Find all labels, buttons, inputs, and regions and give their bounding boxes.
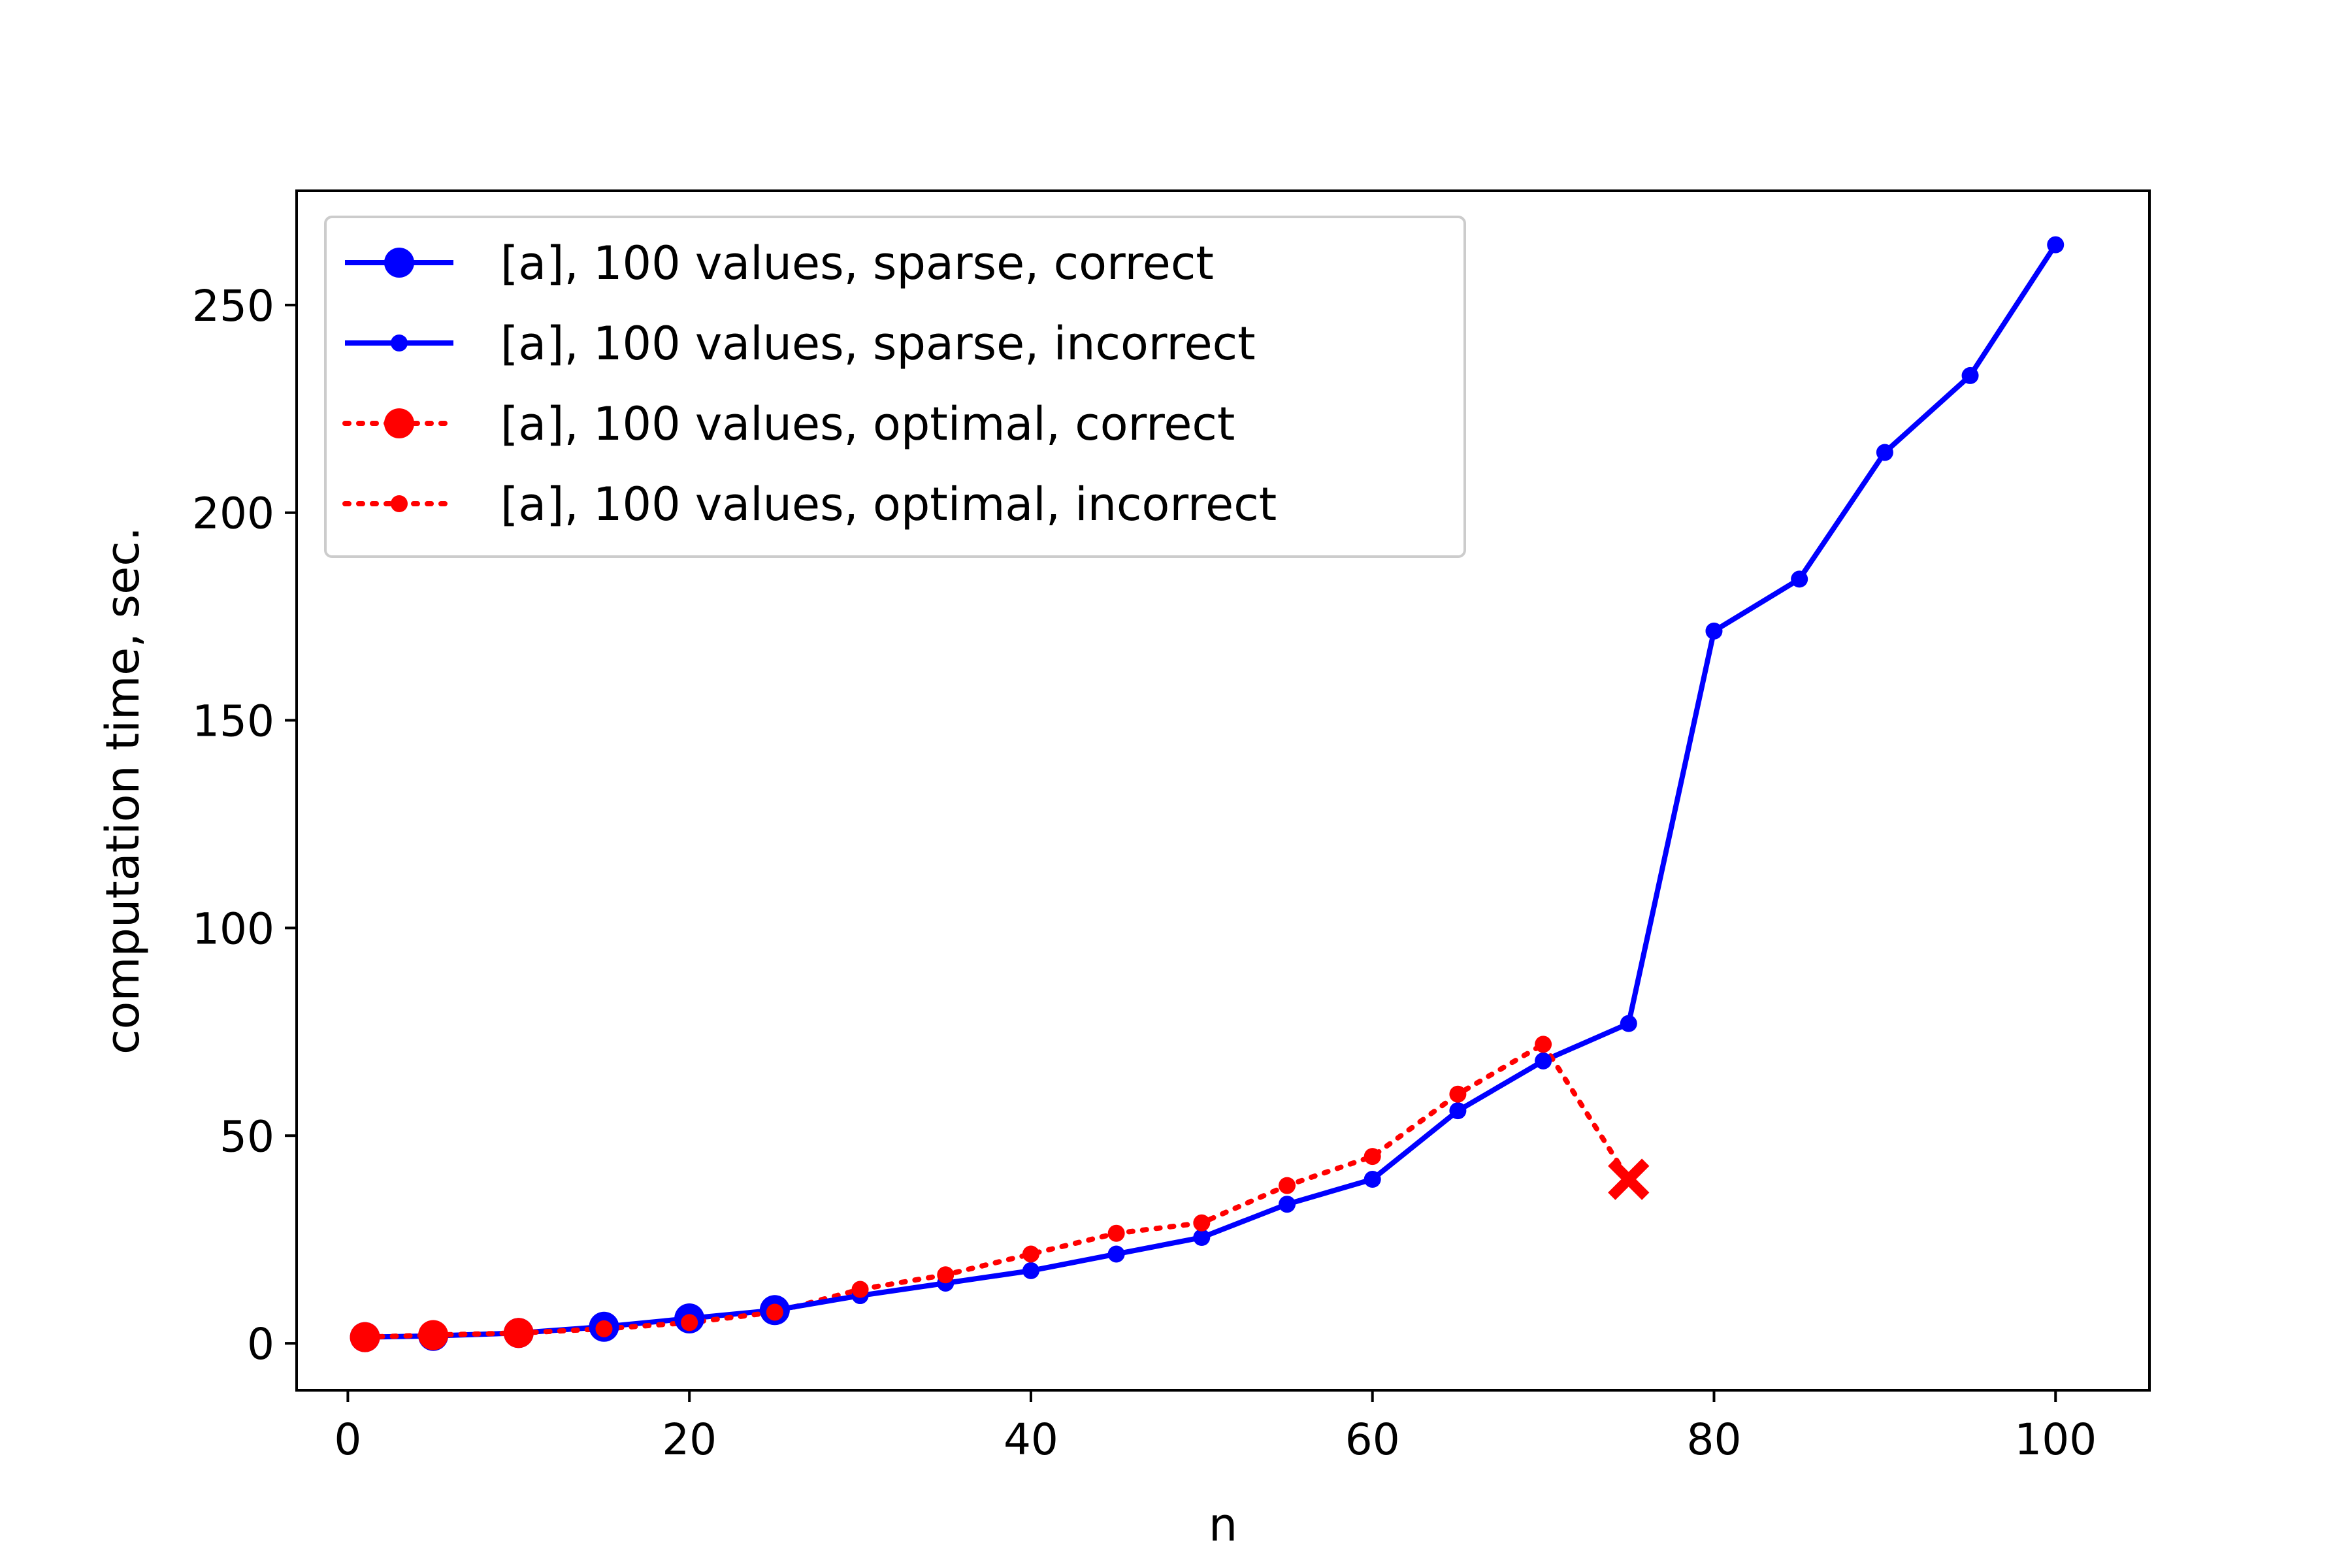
data-point-series-2 xyxy=(1961,367,1979,384)
data-point-series-4 xyxy=(1193,1214,1211,1232)
data-point-series-2 xyxy=(1449,1102,1467,1120)
data-point-series-4 xyxy=(1535,1036,1552,1053)
series-connector-failure xyxy=(1541,1041,1631,1183)
data-point-series-4 xyxy=(1022,1245,1039,1263)
data-point-series-4 xyxy=(1364,1148,1381,1166)
x-tick-label: 0 xyxy=(334,1414,361,1465)
axes: 0 20 40 60 80 100 0 50 100 150 200 250 xyxy=(192,189,2151,1465)
data-point-series-4 xyxy=(1449,1085,1467,1103)
data-point-series-4 xyxy=(1107,1224,1125,1242)
legend-label-1: [a], 100 values, sparse, correct xyxy=(500,237,1214,290)
y-tick-label: 250 xyxy=(192,281,274,331)
x-axis-label: n xyxy=(1209,1498,1237,1552)
data-point-series-2 xyxy=(1279,1196,1296,1213)
legend-label-2: [a], 100 values, sparse, incorrect xyxy=(500,317,1256,370)
x-tick-label: 80 xyxy=(1686,1414,1741,1465)
data-point-series-2 xyxy=(1705,622,1723,640)
data-point-series-2 xyxy=(1620,1015,1637,1032)
data-point-series-4 xyxy=(766,1303,783,1321)
y-tick-label: 100 xyxy=(192,904,274,954)
data-point-series-2 xyxy=(1791,570,1808,588)
x-tick-label: 100 xyxy=(2014,1414,2097,1465)
y-tick-label: 50 xyxy=(220,1111,274,1162)
legend-label-4: [a], 100 values, optimal, incorrect xyxy=(500,478,1277,531)
legend-marker-3 xyxy=(384,408,414,438)
legend-marker-2 xyxy=(391,335,408,351)
legend-label-3: [a], 100 values, optimal, correct xyxy=(500,397,1235,451)
x-tick-label: 20 xyxy=(662,1414,717,1465)
data-point-series-2 xyxy=(1535,1052,1552,1070)
data-point-series-3 xyxy=(418,1320,449,1350)
legend-box xyxy=(324,216,1466,558)
legend: [a], 100 values, sparse, correct [a], 100… xyxy=(324,216,1466,558)
y-tick-label: 200 xyxy=(192,489,274,539)
y-tick-label: 150 xyxy=(192,696,274,747)
data-point-series-3 xyxy=(503,1318,534,1348)
data-point-series-4 xyxy=(595,1320,613,1337)
data-point-series-4 xyxy=(1279,1177,1296,1194)
failure-marker xyxy=(1608,1158,1650,1200)
data-point-series-4 xyxy=(851,1281,869,1298)
data-point-series-2 xyxy=(1193,1229,1211,1247)
data-point-series-2 xyxy=(1107,1245,1125,1263)
failure-marker-stroke xyxy=(1608,1158,1650,1200)
y-tick-label: 0 xyxy=(247,1319,274,1369)
data-point-series-2 xyxy=(1364,1171,1381,1188)
legend-marker-4 xyxy=(391,495,408,512)
data-point-series-2 xyxy=(1022,1262,1039,1279)
series-line-4 xyxy=(601,1041,1546,1331)
y-axis-label: computation time, sec. xyxy=(96,527,150,1054)
plot-area xyxy=(350,236,2065,1352)
x-tick-label: 60 xyxy=(1345,1414,1400,1465)
data-point-series-3 xyxy=(350,1322,380,1352)
plot-frame xyxy=(295,189,2151,1392)
data-point-series-2 xyxy=(2047,236,2065,253)
data-point-series-4 xyxy=(937,1266,955,1284)
data-point-series-4 xyxy=(681,1314,698,1331)
x-tick-label: 40 xyxy=(1004,1414,1058,1465)
data-point-series-2 xyxy=(1876,444,1893,461)
legend-marker-1 xyxy=(384,248,414,278)
